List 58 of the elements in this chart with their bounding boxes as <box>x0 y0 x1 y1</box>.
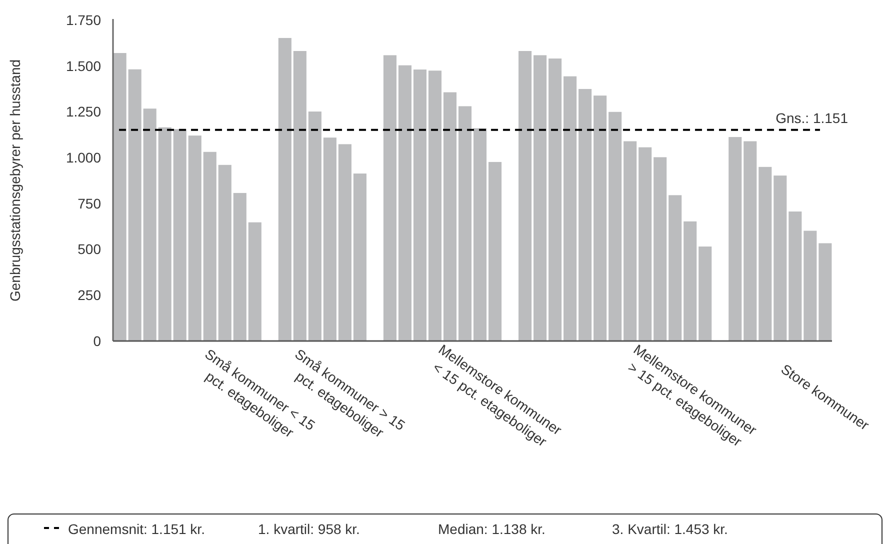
y-tick-label: 1.000 <box>66 149 102 166</box>
bar <box>278 38 292 341</box>
bar <box>398 65 412 341</box>
y-tick-label: 1.250 <box>66 104 102 120</box>
bar <box>818 243 832 341</box>
y-tick-label: 1.500 <box>66 58 102 74</box>
bar <box>458 106 472 341</box>
bar <box>143 108 156 341</box>
bar <box>534 55 547 341</box>
bar <box>308 112 322 341</box>
bar <box>684 221 697 341</box>
bar <box>518 51 532 341</box>
y-tick-label: 750 <box>78 195 102 212</box>
text: Gennemsnit: 1.151 kr. <box>68 521 205 537</box>
y-tick-label: 500 <box>78 241 102 258</box>
bar <box>758 166 772 341</box>
bar <box>443 92 457 341</box>
bar <box>203 152 216 341</box>
bar <box>353 174 366 341</box>
bar <box>728 137 742 341</box>
bar <box>564 76 577 341</box>
bar <box>774 176 787 341</box>
text: 3. Kvartil: 1.453 kr. <box>612 521 728 537</box>
text: Median: 1.138 kr. <box>438 521 546 537</box>
bar <box>473 128 487 341</box>
bar <box>338 144 352 341</box>
bar <box>744 141 757 341</box>
bar <box>233 192 246 341</box>
ref-line-label: Gns.: 1.151 <box>776 110 848 126</box>
bar <box>578 88 592 341</box>
bar <box>323 138 336 341</box>
bar <box>428 70 442 341</box>
bar <box>638 147 652 341</box>
bar <box>113 53 126 341</box>
y-tick-label: 250 <box>78 287 102 304</box>
bar <box>128 69 142 341</box>
bar <box>698 246 712 341</box>
bar <box>488 162 502 341</box>
bar <box>594 96 607 341</box>
y-tick-label: 0 <box>93 332 102 349</box>
bar <box>804 230 817 341</box>
text: 1. kvartil: 958 kr. <box>258 521 360 537</box>
bar <box>293 51 306 341</box>
bar <box>248 222 262 341</box>
bar <box>548 58 562 341</box>
bar <box>413 70 426 341</box>
bar <box>608 112 622 341</box>
bar <box>654 157 667 341</box>
y-tick-label: 1.750 <box>66 12 102 28</box>
bar <box>188 136 202 341</box>
bar <box>668 195 682 341</box>
bar <box>173 129 186 341</box>
bar <box>383 55 396 341</box>
bar <box>624 141 637 341</box>
bar <box>218 164 232 341</box>
bar <box>788 212 802 341</box>
bar <box>158 127 172 341</box>
y-axis-title: Genbrugsstationsgebyrer per husstand <box>7 59 23 302</box>
